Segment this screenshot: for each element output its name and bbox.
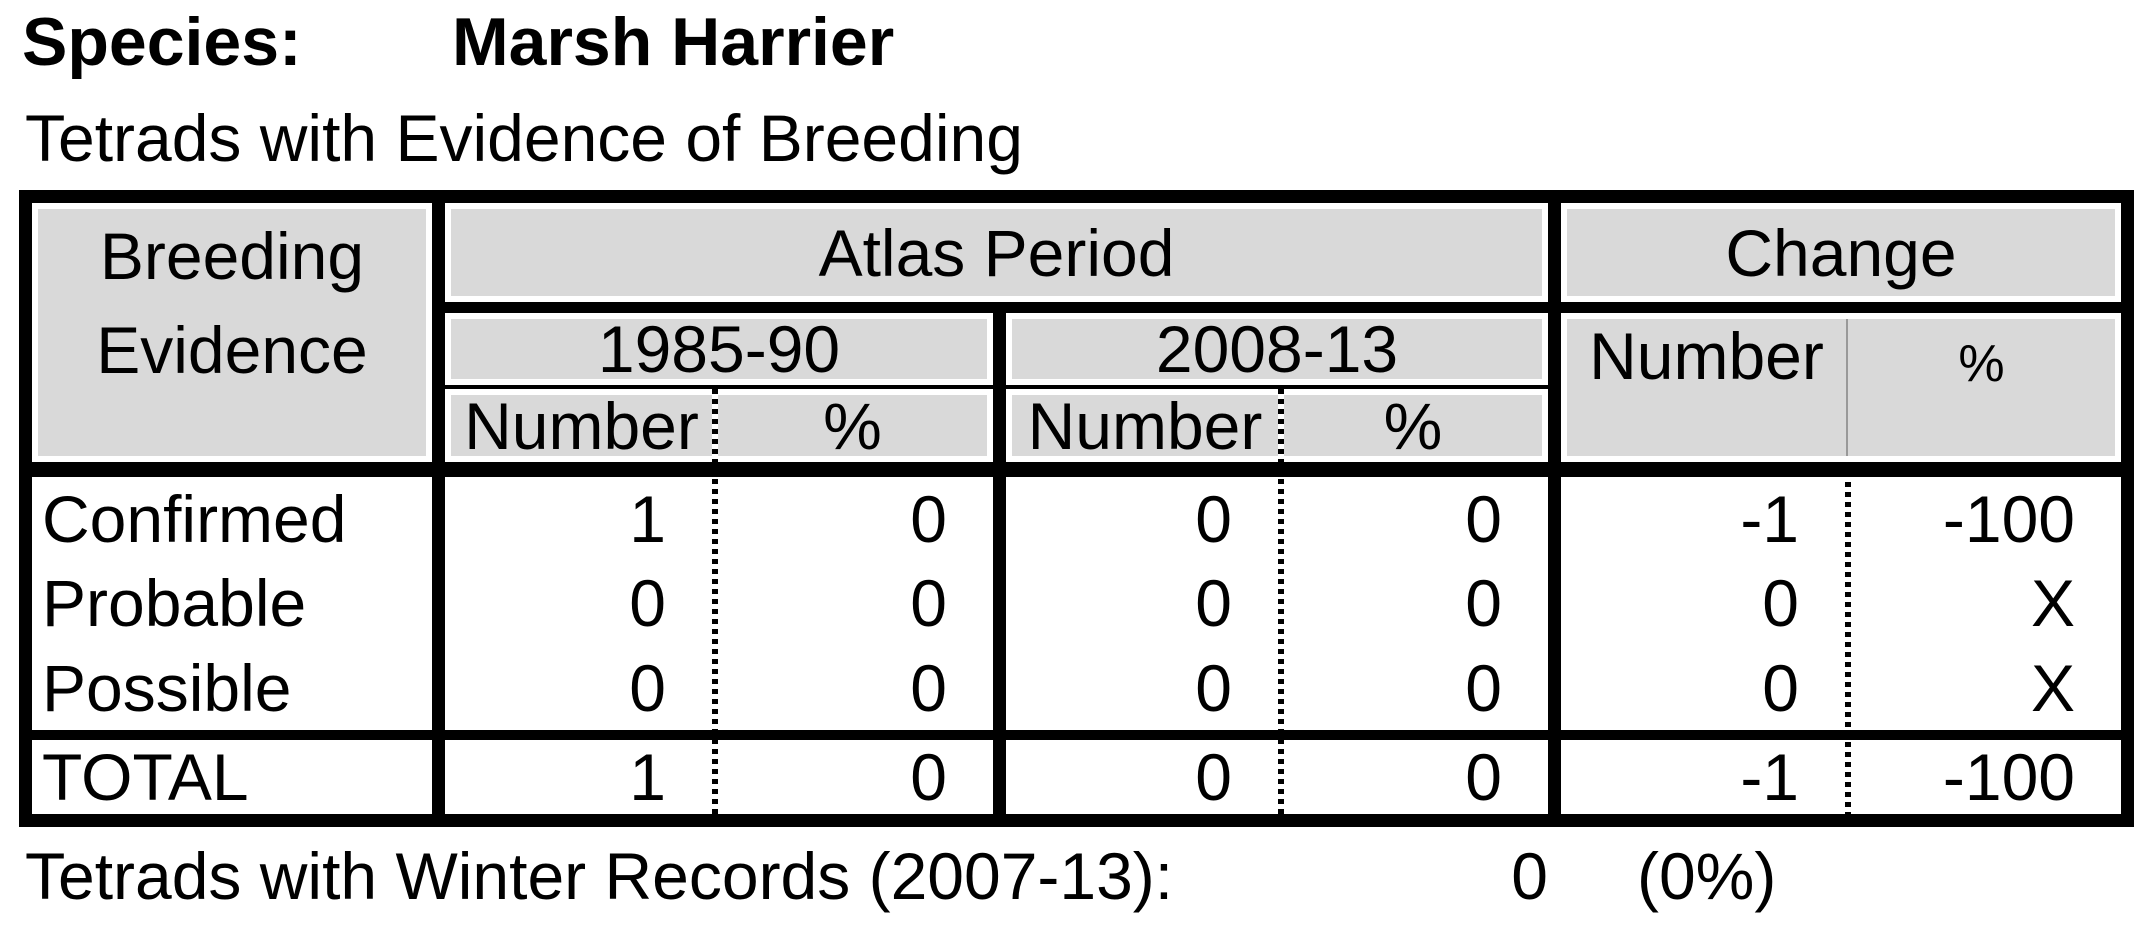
divider-thin-atlas (445, 385, 1548, 389)
divider-vertical-change (1548, 203, 1561, 814)
total-value-cell: 0 (1284, 740, 1548, 814)
value-cell: 0 (1195, 566, 1232, 641)
value-cell: 0 (1195, 650, 1232, 725)
divider-below-atlas (445, 302, 2121, 313)
body-change-number-column: -1 0 0 (1561, 477, 1845, 730)
row-label-possible: Possible (42, 650, 292, 725)
period2-header: 2008-13 (1006, 312, 1548, 386)
value-cell: 0 (1465, 566, 1502, 641)
change-header: Change (1561, 203, 2121, 302)
breeding-evidence-table: Breeding Evidence Atlas Period Change 19… (19, 190, 2134, 827)
row-label-confirmed: Confirmed (42, 482, 347, 557)
value-cell: 1 (629, 482, 666, 557)
body-period1-number-column: 1 0 0 (445, 477, 712, 730)
total-value-cell: -1 (1561, 740, 1845, 814)
period2-percent-header: % (1284, 389, 1548, 463)
body-period2-percent-column: 0 0 0 (1284, 477, 1548, 730)
dashed-divider-period1 (712, 389, 718, 814)
row-header-line1: Breeding (99, 219, 365, 293)
dashed-divider-change (1845, 462, 1851, 814)
value-cell: 0 (1465, 482, 1502, 557)
change-number-header: Number (1567, 319, 1848, 456)
value-cell: -1 (1740, 482, 1799, 557)
body-period2-number-column: 0 0 0 (1006, 477, 1278, 730)
period2-number-header: Number (1006, 389, 1278, 463)
value-cell: 0 (910, 566, 947, 641)
section-title: Tetrads with Evidence of Breeding (25, 101, 1023, 175)
value-cell: 0 (1195, 482, 1232, 557)
winter-records-percent: (0%) (1637, 839, 1777, 913)
total-value-cell: -100 (1851, 740, 2121, 814)
period1-header: 1985-90 (445, 312, 993, 386)
row-header-cell: Breeding Evidence (32, 203, 432, 462)
change-subheader-cell: Number % (1561, 313, 2121, 462)
divider-header-body (32, 462, 2121, 477)
value-cell: 0 (1762, 650, 1799, 725)
value-cell: 0 (910, 650, 947, 725)
value-cell: 0 (910, 482, 947, 557)
species-label: Species: (22, 4, 302, 80)
value-cell: 0 (629, 650, 666, 725)
body-change-percent-column: -100 X X (1851, 477, 2121, 730)
winter-records-label: Tetrads with Winter Records (2007-13): (25, 839, 1174, 913)
divider-vertical-left (432, 203, 445, 814)
value-cell: X (2030, 650, 2075, 725)
value-cell: 0 (1465, 650, 1502, 725)
period1-percent-header: % (718, 389, 993, 463)
value-cell: X (2030, 566, 2075, 641)
total-value-cell: 0 (718, 740, 993, 814)
total-value-cell: 0 (1006, 740, 1278, 814)
change-percent-header: % (1958, 335, 2005, 393)
row-label-probable: Probable (42, 566, 307, 641)
winter-records-line: Tetrads with Winter Records (2007-13): 0… (0, 838, 2155, 918)
total-label: TOTAL (32, 740, 432, 814)
dashed-divider-period2 (1278, 389, 1284, 814)
value-cell: 0 (1762, 566, 1799, 641)
value-cell: -100 (1942, 482, 2075, 557)
period1-number-header: Number (445, 389, 712, 463)
total-value-cell: 1 (445, 740, 712, 814)
winter-records-count: 0 (1511, 839, 1548, 913)
body-period1-percent-column: 0 0 0 (718, 477, 993, 730)
divider-vertical-mid (993, 302, 1006, 814)
value-cell: 0 (629, 566, 666, 641)
row-header-line2: Evidence (96, 313, 368, 387)
body-label-column: Confirmed Probable Possible (32, 477, 432, 730)
divider-body-total (32, 730, 2121, 740)
species-line: Species: Marsh Harrier (22, 4, 894, 80)
species-name: Marsh Harrier (452, 4, 895, 80)
atlas-period-header: Atlas Period (445, 203, 1548, 302)
